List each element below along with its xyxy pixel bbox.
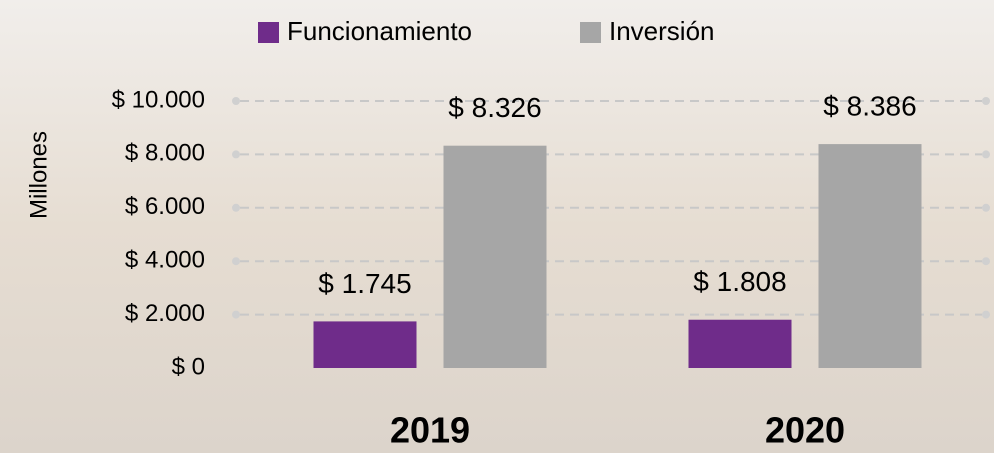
- grid-dot: [982, 150, 990, 158]
- grid-dot: [232, 311, 240, 319]
- x-tick-label: 2020: [765, 410, 845, 451]
- y-tick-label: $ 2.000: [125, 300, 205, 327]
- grid-dot: [232, 257, 240, 265]
- grid-dot: [232, 97, 240, 105]
- y-tick-label: $ 4.000: [125, 247, 205, 274]
- y-tick-label: $ 8.000: [125, 140, 205, 167]
- value-label: $ 8.326: [448, 92, 541, 123]
- legend-label: Funcionamiento: [287, 16, 472, 46]
- grid-dot: [982, 311, 990, 319]
- legend-label: Inversión: [609, 16, 715, 46]
- grid-dot: [232, 150, 240, 158]
- grid-dot: [982, 97, 990, 105]
- y-tick-label: $ 0: [172, 353, 205, 380]
- grid-dot: [982, 204, 990, 212]
- legend-swatch: [580, 22, 601, 43]
- grid-dot: [982, 257, 990, 265]
- value-label: $ 1.745: [318, 268, 411, 299]
- x-tick-label: 2019: [390, 410, 470, 451]
- legend-swatch: [258, 22, 279, 43]
- y-tick-label: $ 10.000: [112, 86, 205, 113]
- bar: [444, 146, 547, 368]
- value-label: $ 1.808: [693, 266, 786, 297]
- y-tick-label: $ 6.000: [125, 193, 205, 220]
- bar: [819, 144, 922, 368]
- y-axis-label: Millones: [25, 131, 52, 219]
- bar: [689, 320, 792, 368]
- bar: [314, 321, 417, 368]
- chart: Millones $ 0 $ 2.000 $ 4.000 $ 6.000 $ 8.000…: [0, 0, 994, 453]
- value-label: $ 8.386: [823, 90, 916, 121]
- grid-dot: [232, 204, 240, 212]
